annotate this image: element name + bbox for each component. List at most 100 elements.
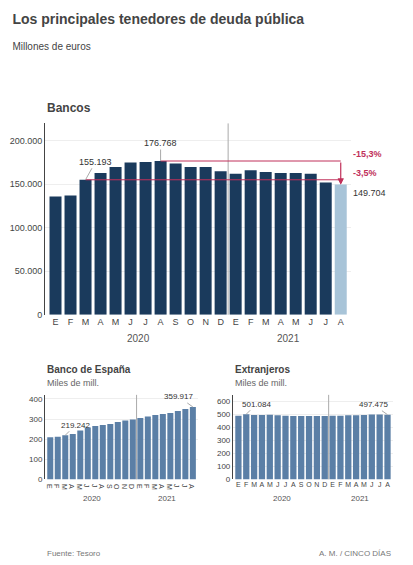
svg-text:Millones de euros: Millones de euros [12, 41, 90, 52]
svg-text:149.704: 149.704 [353, 188, 386, 198]
svg-text:A: A [338, 317, 344, 327]
svg-text:F: F [143, 484, 150, 488]
svg-text:M: M [166, 484, 173, 490]
svg-text:A: A [68, 484, 75, 489]
svg-text:Los principales tenedores de d: Los principales tenedores de deuda públi… [12, 11, 304, 27]
svg-text:F: F [244, 481, 248, 488]
svg-text:M: M [82, 317, 90, 327]
svg-text:2021: 2021 [351, 494, 369, 503]
svg-text:Bancos: Bancos [47, 101, 91, 115]
svg-text:100.000: 100.000 [10, 223, 43, 233]
svg-text:0: 0 [226, 475, 231, 484]
svg-text:F: F [338, 481, 342, 488]
svg-text:J: J [276, 481, 280, 488]
svg-text:J: J [181, 484, 188, 488]
svg-text:E: E [330, 481, 335, 488]
svg-text:A: A [98, 484, 105, 489]
svg-text:J: J [143, 317, 148, 327]
svg-text:D: D [217, 317, 224, 327]
svg-text:O: O [306, 481, 312, 488]
svg-text:-3,5%: -3,5% [353, 168, 377, 178]
svg-text:2020: 2020 [127, 333, 150, 344]
svg-text:300: 300 [29, 415, 43, 424]
svg-text:O: O [187, 317, 194, 327]
svg-text:M: M [112, 317, 120, 327]
svg-text:A: A [385, 481, 390, 488]
svg-text:219.242: 219.242 [61, 421, 90, 430]
svg-text:A: A [291, 481, 296, 488]
svg-text:0: 0 [38, 475, 43, 484]
svg-text:F: F [248, 317, 254, 327]
svg-text:50.000: 50.000 [15, 266, 43, 276]
svg-text:E: E [53, 317, 59, 327]
svg-text:E: E [233, 317, 239, 327]
svg-text:497.475: 497.475 [359, 400, 388, 409]
svg-text:Miles de mill.: Miles de mill. [235, 378, 287, 388]
svg-text:S: S [173, 317, 179, 327]
svg-text:A: A [188, 484, 195, 489]
svg-text:0: 0 [37, 310, 42, 320]
svg-text:J: J [83, 484, 90, 488]
svg-text:200: 200 [217, 449, 231, 458]
svg-text:N: N [121, 484, 128, 489]
svg-text:200.000: 200.000 [10, 136, 43, 146]
svg-text:A: A [354, 481, 359, 488]
svg-text:2021: 2021 [158, 494, 176, 503]
svg-text:D: D [128, 484, 135, 489]
svg-text:359.917: 359.917 [164, 392, 193, 401]
svg-text:400: 400 [29, 395, 43, 404]
svg-text:Extranjeros: Extranjeros [235, 364, 290, 375]
svg-text:N: N [314, 481, 319, 488]
svg-text:F: F [68, 317, 74, 327]
svg-text:J: J [323, 317, 328, 327]
svg-text:F: F [53, 484, 60, 488]
svg-text:500: 500 [217, 410, 231, 419]
svg-text:Miles de mill.: Miles de mill. [47, 378, 99, 388]
svg-text:-15,3%: -15,3% [353, 149, 382, 159]
svg-text:A: A [278, 317, 284, 327]
svg-text:501.084: 501.084 [242, 400, 271, 409]
svg-text:176.768: 176.768 [144, 138, 177, 148]
svg-text:300: 300 [217, 436, 231, 445]
svg-text:M: M [361, 481, 367, 488]
svg-text:150.000: 150.000 [10, 179, 43, 189]
svg-text:2021: 2021 [277, 333, 300, 344]
svg-text:M: M [151, 484, 158, 490]
svg-text:J: J [91, 484, 98, 488]
svg-text:2020: 2020 [273, 494, 291, 503]
svg-text:M: M [262, 317, 270, 327]
svg-text:M: M [251, 481, 257, 488]
svg-text:M: M [76, 484, 83, 490]
svg-text:A: A [158, 317, 164, 327]
svg-text:J: J [284, 481, 288, 488]
svg-text:M: M [292, 317, 300, 327]
svg-text:A: A [98, 317, 104, 327]
svg-text:S: S [106, 484, 113, 489]
svg-text:N: N [202, 317, 209, 327]
svg-text:155.193: 155.193 [79, 157, 112, 167]
svg-text:O: O [113, 484, 120, 490]
svg-text:A: A [158, 484, 165, 489]
svg-text:J: J [308, 317, 313, 327]
svg-text:J: J [128, 317, 133, 327]
svg-text:2020: 2020 [83, 494, 101, 503]
svg-text:100: 100 [217, 462, 231, 471]
svg-text:D: D [322, 481, 327, 488]
svg-text:A. M. / CINCO DÍAS: A. M. / CINCO DÍAS [319, 549, 391, 558]
svg-text:A: A [260, 481, 265, 488]
svg-text:E: E [236, 481, 241, 488]
svg-text:J: J [378, 481, 382, 488]
svg-text:M: M [345, 481, 351, 488]
svg-text:Fuente: Tesoro: Fuente: Tesoro [47, 549, 101, 558]
svg-text:400: 400 [217, 423, 231, 432]
svg-text:J: J [370, 481, 374, 488]
svg-text:E: E [136, 484, 143, 489]
svg-text:200: 200 [29, 435, 43, 444]
svg-text:M: M [61, 484, 68, 490]
svg-text:600: 600 [217, 397, 231, 406]
svg-text:S: S [299, 481, 304, 488]
svg-text:J: J [173, 484, 180, 488]
svg-text:M: M [267, 481, 273, 488]
svg-text:100: 100 [29, 455, 43, 464]
svg-text:Banco de España: Banco de España [47, 364, 131, 375]
